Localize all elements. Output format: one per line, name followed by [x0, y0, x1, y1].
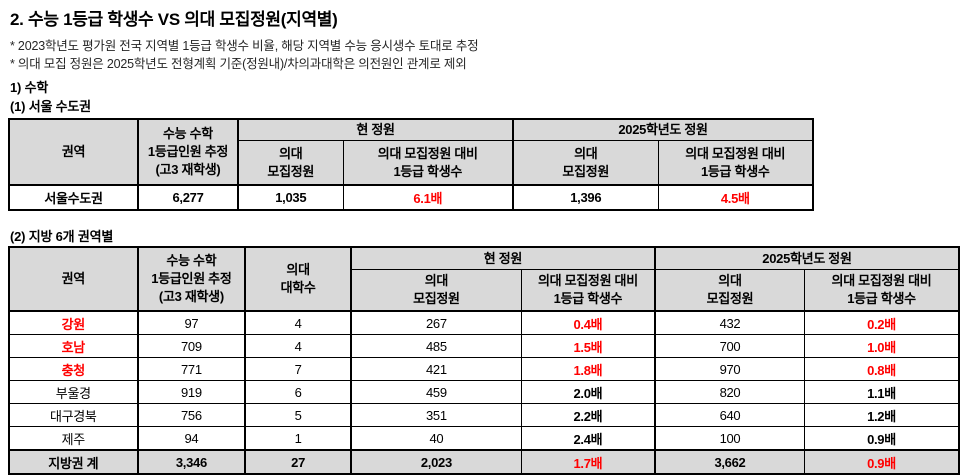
header-univ-count: 의대 대학수 — [244, 246, 352, 312]
header-row-columns: 의대 모집정원 의대 모집정원 대비 1등급 학생수 의대 모집정원 의대 모집… — [9, 269, 960, 312]
seoul-table: 권역 수능 수학 1등급인원 추정 (고3 재학생) 현 정원 2025학년도 … — [8, 118, 814, 211]
header-region: 권역 — [8, 118, 139, 186]
header-current-ratio: 의대 모집정원 대비 1등급 학생수 — [342, 140, 514, 186]
header-region: 권역 — [8, 246, 139, 312]
subsection-label-seoul: (1) 서울 수도권 — [10, 99, 91, 114]
note-quota-basis: * 의대 모집 정원은 2025학년도 전형계획 기준(정원내)/차의과대학은 … — [10, 57, 467, 71]
header-grade1-line3: (고3 재학생) — [158, 289, 224, 304]
header-grade1-line1: 수능 수학 — [166, 253, 217, 268]
regional-table: 권역 수능 수학 1등급인원 추정 (고3 재학생) 의대 대학수 현 정원 2… — [8, 246, 960, 475]
section-label-math: 1) 수학 — [10, 80, 49, 95]
table-row-jeju: 제주 94 1 40 2.4배 100 0.9배 — [8, 426, 960, 451]
header-2025-ratio: 의대 모집정원 대비 1등급 학생수 — [803, 269, 960, 312]
cell-current-quota: 1,035 — [237, 184, 344, 211]
header-row-groups: 권역 수능 수학 1등급인원 추정 (고3 재학생) 의대 대학수 현 정원 2… — [8, 246, 960, 312]
header-2025-quota: 의대 모집정원 — [512, 140, 659, 186]
table-row-seoul: 서울수도권 6,277 1,035 6.1배 1,396 4.5배 — [8, 184, 814, 211]
cell-current-ratio: 6.1배 — [342, 184, 514, 211]
header-current-quota: 의대 모집정원 — [237, 140, 344, 186]
cell-region: 서울수도권 — [8, 184, 139, 211]
header-grade1-estimate: 수능 수학 1등급인원 추정 (고3 재학생) — [137, 246, 247, 312]
cell-grade1: 6,277 — [137, 184, 239, 211]
table-row-daegugyeongbuk: 대구경북 756 5 351 2.2배 640 1.2배 — [8, 403, 960, 427]
cell-2025-ratio: 4.5배 — [657, 184, 814, 211]
header-2025-ratio: 의대 모집정원 대비 1등급 학생수 — [657, 140, 814, 186]
table-row-gangwon: 강원 97 4 267 0.4배 432 0.2배 — [8, 310, 960, 335]
header-grade1-line1: 수능 수학 — [163, 126, 213, 141]
subsection-label-regional: (2) 지방 6개 권역별 — [10, 229, 114, 244]
header-grade1-line2: 1등급인원 추정 — [151, 271, 232, 286]
header-current-group: 현 정원 — [350, 246, 656, 270]
regional-table-container: 권역 수능 수학 1등급인원 추정 (고3 재학생) 의대 대학수 현 정원 2… — [8, 246, 960, 475]
header-current-group: 현 정원 — [237, 118, 514, 141]
header-row-columns: 의대 모집정원 의대 모집정원 대비 1등급 학생수 의대 모집정원 의대 모집… — [9, 140, 814, 186]
cell-2025-quota: 1,396 — [512, 184, 659, 211]
header-current-quota: 의대 모집정원 — [350, 269, 522, 312]
header-current-ratio: 의대 모집정원 대비 1등급 학생수 — [520, 269, 656, 312]
seoul-table-container: 권역 수능 수학 1등급인원 추정 (고3 재학생) 현 정원 2025학년도 … — [8, 118, 814, 211]
note-estimation-basis: * 2023학년도 평가원 전국 지역별 1등급 학생수 비율, 해당 지역별 … — [10, 39, 479, 53]
header-2025-group: 2025학년도 정원 — [512, 118, 814, 141]
header-grade1-estimate: 수능 수학 1등급인원 추정 (고3 재학생) — [137, 118, 239, 186]
header-grade1-line3: (고3 재학생) — [155, 162, 221, 177]
header-2025-group: 2025학년도 정원 — [654, 246, 960, 270]
page-title: 2. 수능 1등급 학생수 VS 의대 모집정원(지역별) — [10, 10, 338, 29]
table-row-chungcheong: 충청 771 7 421 1.8배 970 0.8배 — [8, 357, 960, 381]
header-row-groups: 권역 수능 수학 1등급인원 추정 (고3 재학생) 현 정원 2025학년도 … — [8, 118, 814, 186]
header-grade1-line2: 1등급인원 추정 — [147, 144, 229, 159]
table-row-buulgyeong: 부울경 919 6 459 2.0배 820 1.1배 — [8, 380, 960, 404]
table-row-regional-total: 지방권 계 3,346 27 2,023 1.7배 3,662 0.9배 — [8, 449, 960, 475]
header-2025-quota: 의대 모집정원 — [654, 269, 805, 312]
table-row-honam: 호남 709 4 485 1.5배 700 1.0배 — [8, 334, 960, 358]
